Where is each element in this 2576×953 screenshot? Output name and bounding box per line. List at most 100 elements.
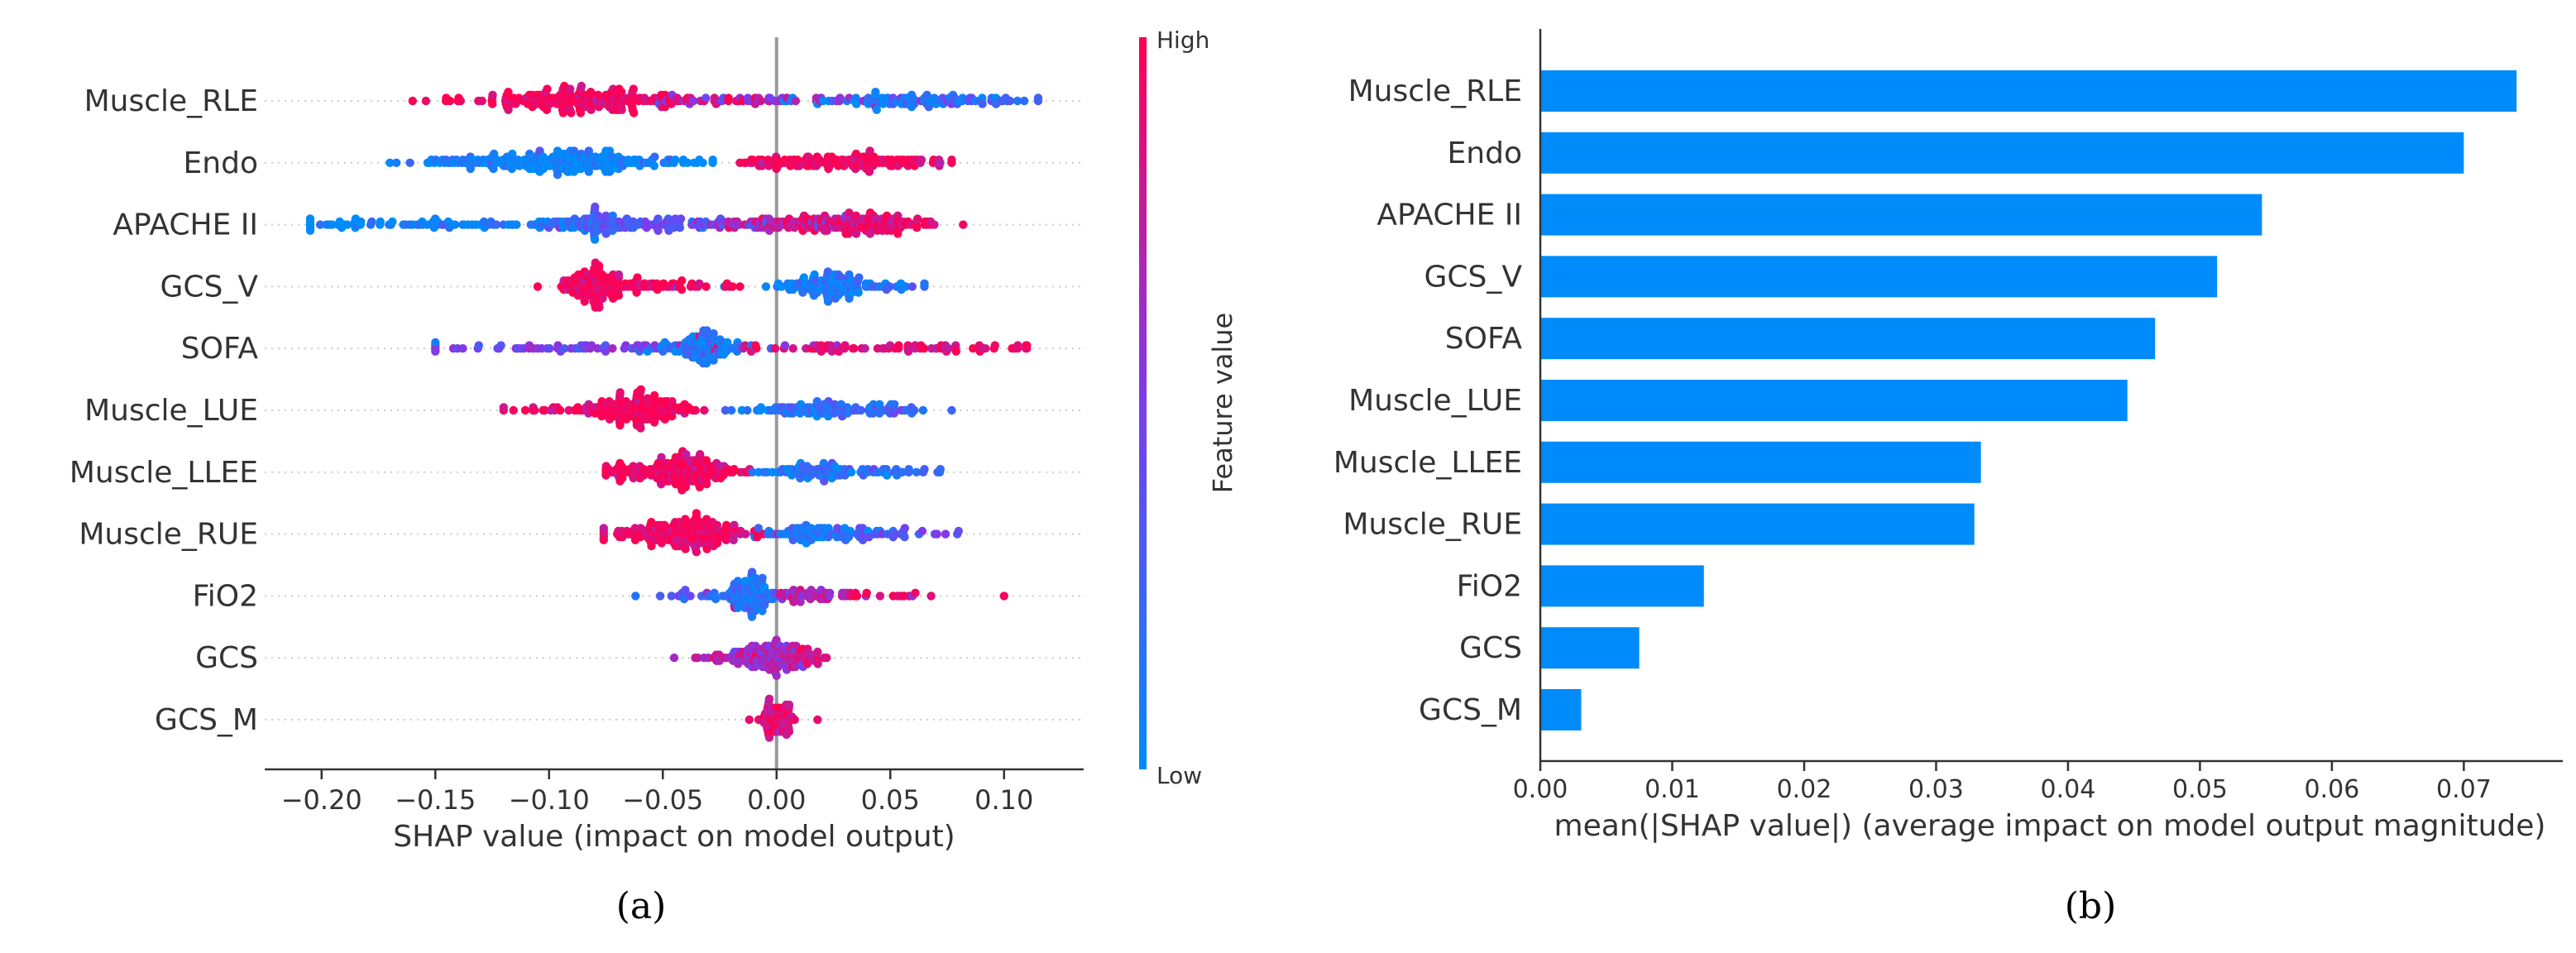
shap-point-muscle-lue	[556, 405, 565, 415]
shap-point-endo	[649, 161, 659, 170]
feature-label-gcs: GCS	[195, 641, 258, 675]
shap-point-muscle-rle	[872, 105, 882, 114]
shap-point-sofa	[780, 341, 790, 350]
shap-point-gcs-v	[533, 282, 543, 291]
shap-point-muscle-lue	[756, 403, 766, 412]
shap-point-gcs-m	[764, 694, 774, 703]
shap-point-apache-ii	[590, 235, 600, 244]
shap-point-gcs-v	[854, 288, 863, 297]
shap-point-fio2	[655, 591, 665, 601]
shap-point-endo	[683, 158, 692, 167]
bar-label-sofa: SOFA	[1445, 322, 1523, 356]
shap-point-fio2	[758, 573, 767, 582]
shap-point-muscle-llee	[846, 467, 856, 476]
shap-point-sofa	[919, 344, 929, 353]
shap-point-gcs-v	[728, 282, 737, 291]
shap-point-muscle-rle	[1020, 96, 1029, 106]
bar-apache-ii	[1540, 194, 2262, 236]
shap-point-muscle-rle	[1005, 96, 1015, 106]
shap-point-fio2	[911, 588, 920, 597]
shap-point-muscle-llee	[730, 465, 739, 474]
shap-point-endo	[392, 158, 401, 167]
feature-label-muscle-rle: Muscle_RLE	[84, 84, 258, 118]
shap-point-fio2	[862, 588, 871, 597]
beeswarm-tick-label: −0.20	[281, 784, 362, 816]
shap-point-muscle-rle	[477, 96, 486, 106]
shap-point-muscle-rue	[900, 524, 910, 533]
shap-point-apache-ii	[851, 229, 861, 238]
shap-point-muscle-rle	[408, 96, 417, 106]
shap-point-muscle-llee	[920, 465, 929, 474]
shap-point-muscle-rue	[692, 548, 701, 557]
shap-point-muscle-lue	[615, 420, 625, 430]
shap-point-muscle-llee	[748, 467, 757, 476]
bar-muscle-lue	[1540, 380, 2128, 421]
shap-point-muscle-rle	[629, 84, 638, 93]
shap-point-gcs-m	[745, 715, 754, 725]
shap-point-gcs-v	[701, 282, 711, 291]
shap-point-endo	[708, 156, 717, 165]
mean-shap-bars	[1540, 70, 2517, 730]
shap-point-muscle-lue	[530, 405, 539, 415]
shap-point-muscle-lue	[509, 405, 518, 415]
shap-point-gcs-v	[695, 279, 704, 288]
bar-muscle-rue	[1540, 503, 1975, 545]
shap-point-muscle-rue	[932, 529, 941, 539]
shap-point-muscle-rle	[1013, 96, 1022, 106]
shap-point-fio2	[926, 591, 936, 601]
shap-point-muscle-rle	[922, 90, 931, 100]
colorbar-low-label: Low	[1156, 762, 1202, 789]
shap-point-muscle-rle	[756, 96, 765, 106]
shap-point-gcs-m	[790, 715, 799, 725]
shap-point-muscle-lue	[856, 405, 866, 415]
shap-point-apache-ii	[591, 202, 600, 212]
shap-point-muscle-lue	[615, 388, 625, 397]
shap-point-sofa	[560, 344, 569, 353]
shap-point-muscle-lue	[743, 405, 752, 415]
shap-point-gcs-v	[907, 282, 917, 291]
shap-point-muscle-rle	[871, 88, 880, 97]
shap-point-fio2	[875, 591, 885, 601]
colorbar-high-label: High	[1156, 26, 1209, 54]
beeswarm-tick-label: −0.05	[622, 784, 703, 816]
shap-point-gcs-v	[761, 282, 771, 291]
shap-point-muscle-rle	[488, 99, 497, 108]
shap-point-muscle-rle	[1033, 93, 1043, 103]
bar-x-ticks: 0.00 0.01 0.02 0.03 0.04 0.05 0.06 0.07	[1513, 761, 2492, 804]
shap-point-muscle-llee	[904, 465, 913, 474]
colorbar-title: Feature value	[1207, 313, 1238, 494]
bar-label-muscle-rle: Muscle_RLE	[1348, 74, 1522, 108]
shap-point-fio2	[667, 591, 676, 601]
shap-point-muscle-rue	[917, 526, 927, 536]
shap-point-muscle-lue	[649, 418, 659, 427]
bar-tick-label: 0.02	[1777, 775, 1832, 804]
shap-point-gcs-v	[594, 261, 604, 271]
bar-label-fio2: FiO2	[1457, 569, 1522, 603]
shap-point-sofa	[702, 359, 711, 368]
shap-point-muscle-lue	[721, 405, 730, 415]
beeswarm-tick-label: 0.10	[974, 784, 1033, 816]
shap-point-muscle-lue	[910, 405, 919, 415]
shap-point-gcs-v	[885, 282, 894, 291]
beeswarm-tick-label: 0.00	[747, 784, 806, 816]
shap-point-muscle-llee	[936, 465, 946, 474]
shap-point-muscle-lue	[691, 405, 700, 415]
shap-point-sofa	[1022, 341, 1032, 350]
shap-point-muscle-lue	[636, 385, 645, 394]
beeswarm-tick-label: 0.05	[861, 784, 920, 816]
shap-point-sofa	[951, 347, 961, 356]
shap-point-apache-ii	[913, 214, 922, 223]
shap-point-sofa	[894, 341, 903, 350]
shap-point-apache-ii	[376, 217, 385, 227]
feature-label-sofa: SOFA	[181, 332, 259, 366]
shap-point-fio2	[631, 591, 640, 601]
shap-point-endo	[947, 156, 956, 165]
shap-point-gcs-v	[735, 282, 745, 291]
shap-point-apache-ii	[305, 214, 315, 223]
shap-point-gcs-v	[823, 297, 833, 306]
beeswarm-feature-labels: Muscle_RLE Endo APACHE II GCS_V SOFA Muscle_L…	[69, 84, 259, 737]
feature-label-fio2: FiO2	[193, 579, 258, 613]
shap-point-muscle-rle	[576, 108, 586, 117]
feature-label-muscle-rue: Muscle_RUE	[79, 518, 258, 552]
shap-point-muscle-lue	[499, 403, 508, 412]
